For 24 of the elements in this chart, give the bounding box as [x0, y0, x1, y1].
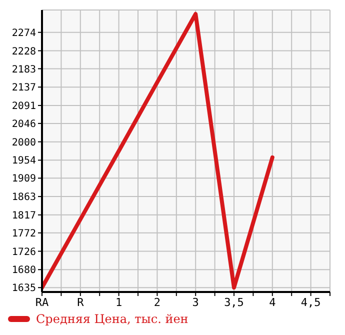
y-tick-label: 2000 — [12, 137, 36, 148]
y-tick-label: 2274 — [12, 28, 36, 39]
y-tick-label: 1863 — [12, 192, 36, 204]
x-tick-label: RA — [35, 296, 49, 309]
y-tick-label: 2183 — [12, 64, 36, 76]
legend-label: Средняя Цена, тыс. йен — [36, 312, 188, 326]
y-tick-label: 2046 — [12, 118, 36, 130]
y-tick-label: 2091 — [12, 101, 36, 112]
y-tick-label: 2228 — [12, 46, 36, 58]
y-tick-label: 1772 — [12, 228, 36, 240]
y-tick-label: 1726 — [12, 246, 36, 258]
x-tick-label: 2 — [154, 296, 161, 309]
y-tick-label: 1635 — [12, 283, 36, 294]
y-tick-label: 1817 — [12, 210, 36, 222]
x-tick-label: 3,5 — [224, 296, 244, 309]
y-tick-label: 1954 — [12, 156, 36, 167]
y-tick-label: 2137 — [12, 82, 36, 94]
x-tick-label: 4 — [269, 296, 276, 309]
x-tick-label: R — [77, 296, 84, 309]
x-tick-label: 1 — [115, 296, 122, 309]
y-tick-label: 1680 — [12, 265, 36, 276]
y-tick-label: 1909 — [12, 174, 36, 185]
x-tick-label: 3 — [192, 296, 199, 309]
x-tick-label: 4,5 — [300, 296, 321, 309]
